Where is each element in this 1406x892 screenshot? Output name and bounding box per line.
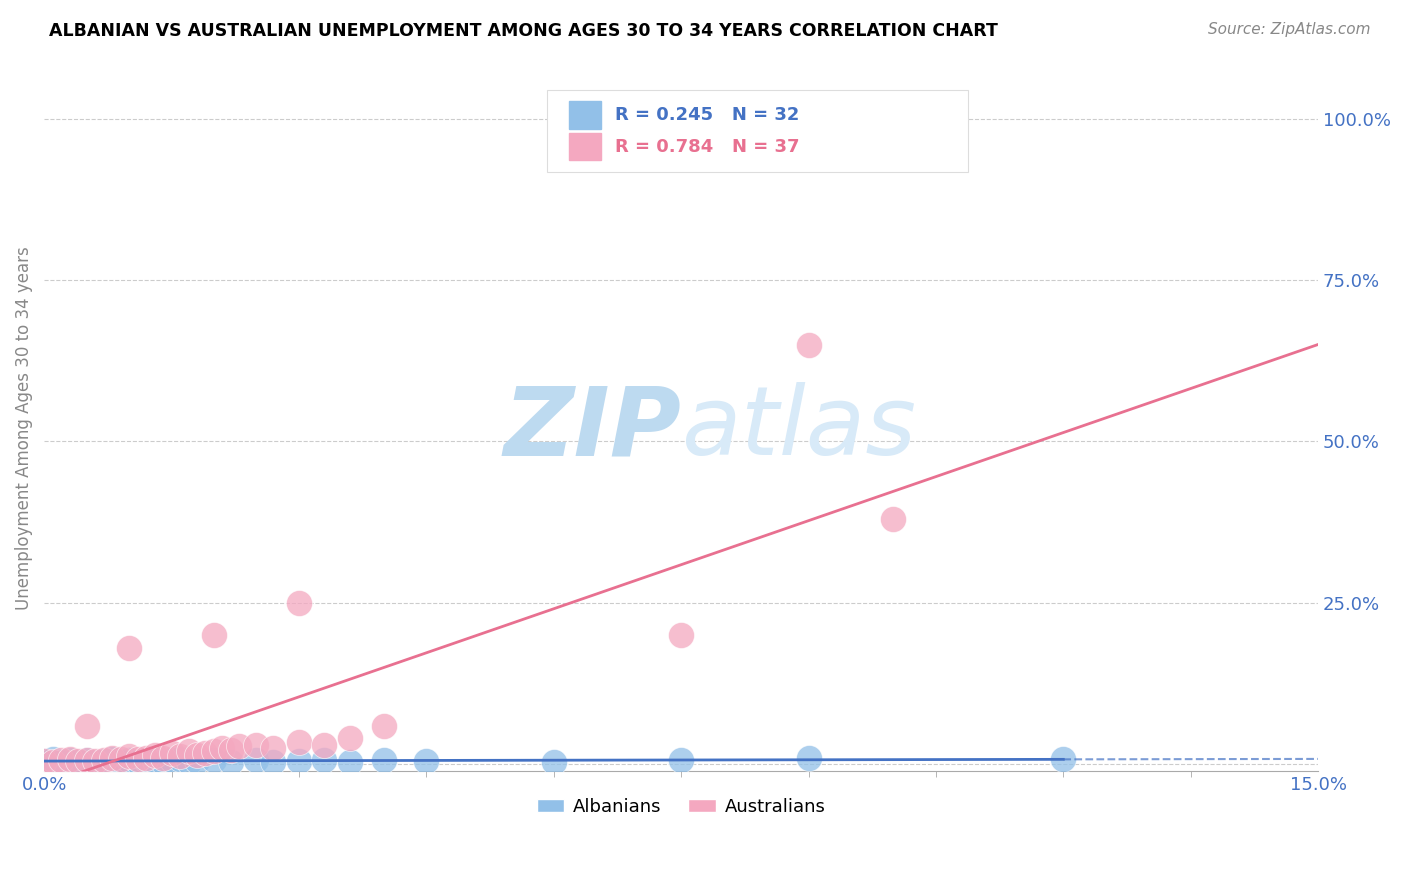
Point — [228, 739, 250, 754]
Point — [245, 738, 267, 752]
Point — [58, 753, 80, 767]
Point — [288, 596, 311, 610]
Point — [245, 753, 267, 767]
Point — [669, 628, 692, 642]
Point — [186, 754, 208, 768]
Y-axis label: Unemployment Among Ages 30 to 34 years: Unemployment Among Ages 30 to 34 years — [15, 247, 32, 610]
Point — [211, 741, 233, 756]
Point — [41, 755, 63, 769]
Point — [219, 755, 242, 769]
Point — [41, 752, 63, 766]
Point — [262, 741, 284, 756]
Point — [219, 743, 242, 757]
Text: ZIP: ZIP — [503, 382, 681, 475]
Point — [262, 756, 284, 770]
Legend: Albanians, Australians: Albanians, Australians — [530, 791, 832, 823]
Point — [202, 628, 225, 642]
Point — [194, 746, 217, 760]
Point — [76, 718, 98, 732]
Point — [127, 752, 149, 766]
Point — [101, 752, 124, 766]
Point — [67, 754, 90, 768]
Point — [110, 755, 132, 769]
Bar — [569, 133, 600, 161]
Point — [797, 337, 820, 351]
Point — [202, 744, 225, 758]
Point — [110, 752, 132, 766]
Point — [543, 756, 565, 770]
Point — [669, 753, 692, 767]
Point — [49, 753, 72, 767]
Point — [49, 756, 72, 770]
Point — [118, 749, 141, 764]
Point — [314, 753, 336, 767]
Point — [339, 755, 361, 769]
Point — [177, 756, 200, 770]
Point — [32, 754, 55, 768]
Text: Source: ZipAtlas.com: Source: ZipAtlas.com — [1208, 22, 1371, 37]
Point — [84, 754, 107, 768]
Point — [76, 753, 98, 767]
Text: atlas: atlas — [681, 382, 917, 475]
Point — [127, 756, 149, 770]
Point — [118, 640, 141, 655]
Point — [101, 751, 124, 765]
Point — [169, 749, 191, 764]
Point — [143, 754, 166, 768]
Point — [93, 754, 115, 768]
Point — [373, 718, 395, 732]
Point — [135, 753, 157, 767]
Point — [152, 755, 174, 769]
Point — [76, 753, 98, 767]
Point — [160, 753, 183, 767]
Point — [93, 753, 115, 767]
Point — [84, 756, 107, 770]
Point — [882, 512, 904, 526]
Text: R = 0.245   N = 32: R = 0.245 N = 32 — [614, 106, 799, 124]
Point — [314, 738, 336, 752]
Point — [135, 751, 157, 765]
Point — [797, 751, 820, 765]
Point — [169, 752, 191, 766]
Point — [202, 753, 225, 767]
Point — [177, 744, 200, 758]
Bar — [569, 102, 600, 128]
Point — [67, 755, 90, 769]
Point — [143, 747, 166, 762]
Point — [186, 747, 208, 762]
Point — [288, 754, 311, 768]
Point — [118, 753, 141, 767]
Point — [415, 754, 437, 768]
Point — [339, 731, 361, 746]
Point — [152, 751, 174, 765]
FancyBboxPatch shape — [547, 90, 967, 172]
Point — [160, 746, 183, 760]
Text: ALBANIAN VS AUSTRALIAN UNEMPLOYMENT AMONG AGES 30 TO 34 YEARS CORRELATION CHART: ALBANIAN VS AUSTRALIAN UNEMPLOYMENT AMON… — [49, 22, 998, 40]
Point — [1052, 752, 1074, 766]
Point — [58, 752, 80, 766]
Point — [32, 754, 55, 768]
Point — [373, 753, 395, 767]
Point — [288, 734, 311, 748]
Text: R = 0.784   N = 37: R = 0.784 N = 37 — [614, 137, 800, 155]
